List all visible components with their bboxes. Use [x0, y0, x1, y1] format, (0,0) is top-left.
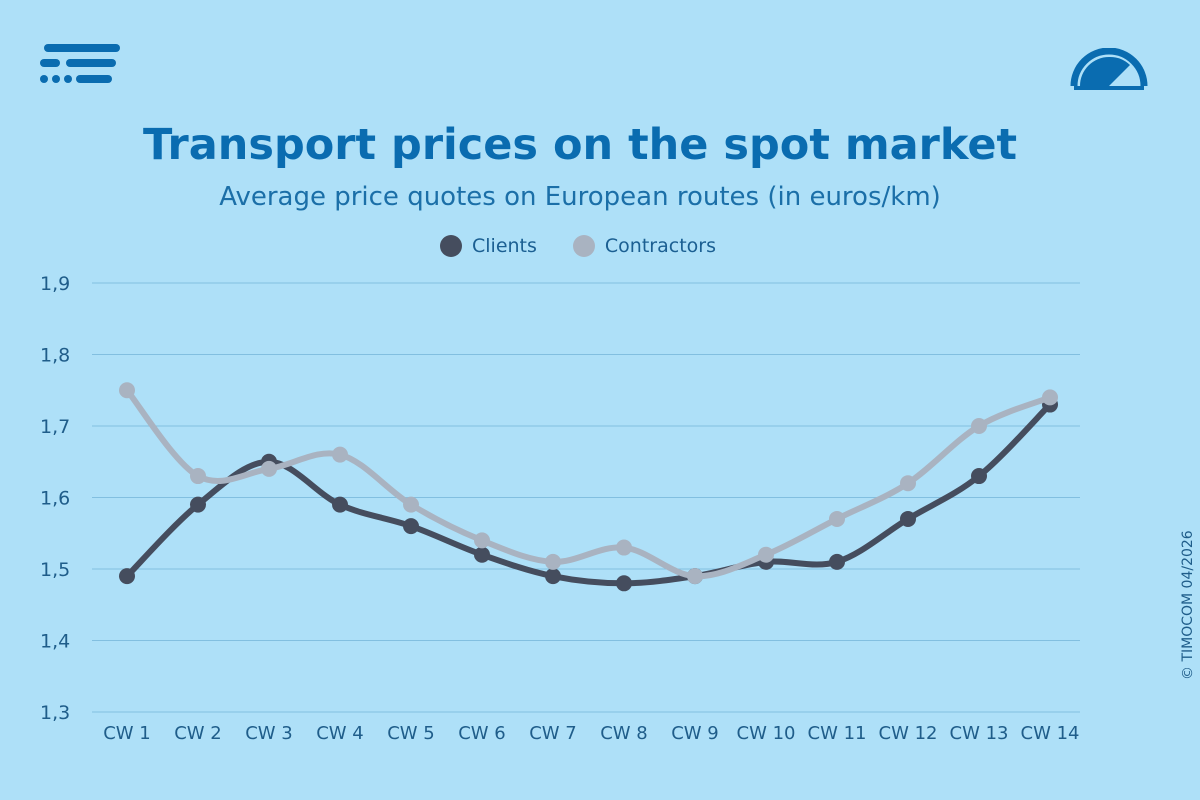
chart-title: Transport prices on the spot market [142, 120, 1018, 170]
x-tick-label: CW 1 [103, 723, 151, 744]
legend-swatch-clients [440, 235, 462, 257]
x-tick-label: CW 10 [737, 723, 796, 744]
x-tick-label: CW 11 [808, 723, 867, 744]
data-point-clients [261, 453, 277, 470]
x-tick-label: CW 9 [671, 723, 719, 744]
data-point-contractors [332, 446, 348, 463]
chart-subtitle: Average price quotes on European routes … [219, 182, 941, 212]
data-point-contractors [119, 382, 135, 399]
data-point-contractors [687, 568, 703, 585]
data-point-contractors [474, 532, 490, 549]
data-point-clients [616, 575, 632, 592]
x-tick-label: CW 14 [1021, 723, 1080, 744]
x-tick-label: CW 7 [529, 723, 577, 744]
data-point-clients [119, 568, 135, 585]
copyright-notice: © TIMOCOM 04/2026 [1180, 530, 1196, 680]
y-tick-label: 1,4 [40, 631, 70, 653]
data-point-contractors [545, 553, 561, 570]
legend-item-clients: Clients [440, 235, 537, 257]
x-tick-label: CW 5 [387, 723, 435, 744]
data-point-clients [1042, 396, 1058, 413]
data-point-clients [758, 553, 774, 570]
legend: Clients Contractors [440, 232, 716, 260]
legend-label-contractors: Contractors [604, 235, 716, 257]
x-tick-label: CW 12 [879, 723, 938, 744]
x-tick-label: CW 8 [600, 723, 648, 744]
x-tick-label: CW 6 [458, 723, 506, 744]
data-point-clients [403, 518, 419, 535]
data-point-contractors [829, 510, 845, 527]
data-point-clients [829, 553, 845, 570]
data-point-contractors [403, 496, 419, 513]
y-tick-label: 1,9 [40, 273, 70, 295]
data-point-clients [474, 546, 490, 563]
data-point-contractors [758, 546, 774, 563]
y-tick-label: 1,8 [40, 345, 70, 367]
data-point-clients [687, 568, 703, 585]
y-tick-label: 1,6 [40, 488, 70, 510]
data-point-contractors [971, 418, 987, 434]
series-line-contractors [124, 387, 1053, 580]
timocom-logo-icon [40, 44, 120, 83]
y-tick-label: 1,3 [40, 702, 70, 724]
legend-label-clients: Clients [472, 235, 537, 257]
data-point-clients [332, 496, 348, 513]
x-tick-label: CW 13 [950, 723, 1009, 744]
data-point-clients [971, 468, 987, 485]
x-tick-label: CW 3 [245, 723, 293, 744]
legend-swatch-contractors [572, 235, 595, 257]
x-tick-label: CW 4 [316, 723, 364, 744]
data-point-contractors [616, 539, 632, 556]
data-point-contractors [261, 460, 277, 477]
data-point-clients [190, 496, 206, 513]
data-point-contractors [1042, 389, 1058, 406]
gauge-icon [1070, 48, 1148, 90]
data-point-clients [545, 568, 561, 585]
data-point-contractors [900, 475, 916, 492]
x-tick-label: CW 2 [174, 723, 222, 744]
series-line-clients [124, 401, 1053, 587]
y-tick-label: 1,7 [40, 416, 70, 438]
data-point-clients [900, 510, 916, 527]
legend-item-contractors: Contractors [572, 235, 716, 257]
y-tick-label: 1,5 [40, 559, 70, 581]
data-point-contractors [190, 468, 206, 485]
